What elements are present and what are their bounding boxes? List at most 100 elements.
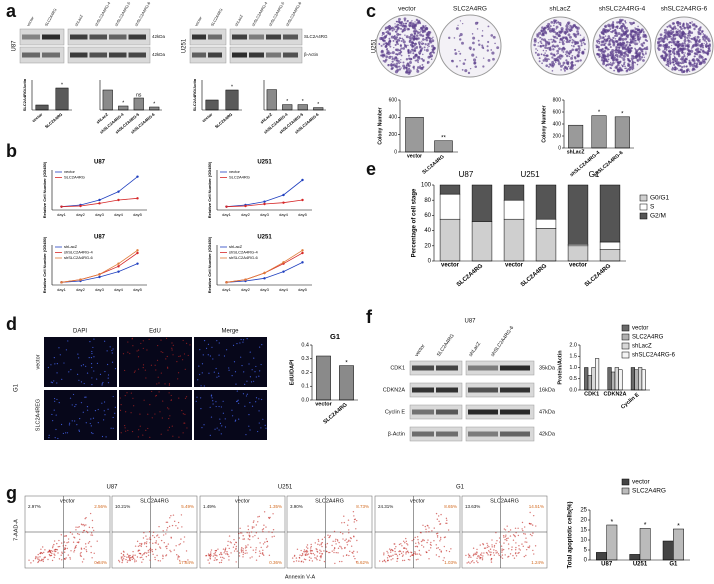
nucleus: [106, 350, 108, 352]
colony: [421, 40, 423, 42]
x-tick-label: day1: [57, 287, 66, 292]
colony: [451, 59, 454, 63]
colony: [686, 68, 690, 72]
colony: [694, 40, 698, 44]
colony: [628, 41, 631, 44]
bar: [266, 89, 277, 111]
label: Cyclin E: [385, 409, 406, 415]
nucleus: [246, 337, 248, 340]
bar: [634, 369, 639, 391]
colony: [617, 20, 621, 24]
colony: [455, 27, 459, 30]
event: [258, 550, 261, 552]
colony: [637, 25, 639, 28]
event: [414, 553, 417, 556]
colony: [687, 39, 690, 42]
colony: [618, 46, 621, 49]
colony: [476, 21, 479, 24]
nucleus: [149, 404, 151, 406]
label: CDKN2A: [383, 387, 406, 393]
event: [390, 551, 392, 553]
colony: [490, 34, 494, 37]
event: [78, 538, 81, 541]
colony: [563, 67, 566, 70]
event: [398, 543, 401, 546]
nucleus: [48, 434, 50, 437]
colony: [453, 37, 456, 39]
event: [349, 540, 351, 542]
blot-band: [468, 409, 498, 415]
event: [467, 561, 470, 563]
nucleus: [151, 390, 153, 393]
bar: [599, 249, 621, 262]
colony: [550, 52, 553, 56]
nucleus: [134, 370, 136, 372]
event: [147, 549, 150, 552]
colony: [702, 33, 705, 35]
nucleus: [140, 342, 142, 345]
colony: [540, 53, 543, 56]
event: [472, 547, 475, 549]
lane-label: shSLC2A4RG-6: [490, 325, 516, 358]
nucleus: [56, 382, 58, 384]
nucleus: [65, 432, 67, 434]
colony: [676, 24, 680, 27]
nucleus: [94, 410, 97, 412]
event: [260, 546, 262, 549]
colony: [630, 64, 632, 66]
bar: [503, 199, 525, 220]
colony: [672, 36, 675, 39]
event: [491, 539, 493, 541]
colony: [389, 25, 392, 28]
event: [263, 554, 265, 556]
event: [400, 552, 403, 555]
event: [65, 535, 67, 537]
colony: [471, 33, 474, 35]
label: SLC2A4RG: [315, 498, 344, 504]
colony: [487, 25, 490, 28]
bar: [614, 367, 619, 391]
colony: [404, 34, 406, 36]
point: [301, 261, 304, 264]
nucleus: [200, 407, 202, 410]
event: [60, 534, 63, 536]
colony: [597, 49, 600, 52]
event: [300, 549, 302, 552]
point: [282, 193, 285, 197]
event: [339, 531, 342, 534]
event: [347, 519, 350, 521]
nucleus: [167, 367, 169, 369]
colony: [551, 56, 554, 59]
colony: [707, 46, 711, 50]
colony: [621, 65, 624, 67]
label: 42kDa: [152, 52, 166, 57]
event: [146, 541, 148, 543]
event: [304, 551, 306, 553]
colony: [636, 35, 640, 39]
colony: [631, 30, 634, 33]
event: [213, 559, 215, 561]
event: [238, 537, 241, 539]
colony: [642, 52, 644, 54]
colony: [697, 50, 701, 54]
y-tick-label: 1.5: [569, 354, 577, 360]
legend-label: vector: [632, 326, 648, 332]
colony: [409, 50, 412, 53]
event: [440, 551, 442, 553]
colony: [541, 62, 543, 65]
colony: [402, 61, 405, 64]
colony: [694, 64, 698, 68]
event: [168, 525, 171, 528]
nucleus: [130, 412, 132, 414]
nucleus: [124, 424, 126, 427]
significance: *: [345, 359, 348, 366]
colony: [408, 67, 411, 70]
micrograph: [194, 390, 267, 440]
event: [69, 531, 72, 534]
nucleus: [58, 347, 60, 349]
nucleus: [168, 408, 170, 410]
colony: [609, 45, 612, 49]
colony: [662, 56, 665, 60]
y-tick-label: 5: [584, 548, 588, 554]
